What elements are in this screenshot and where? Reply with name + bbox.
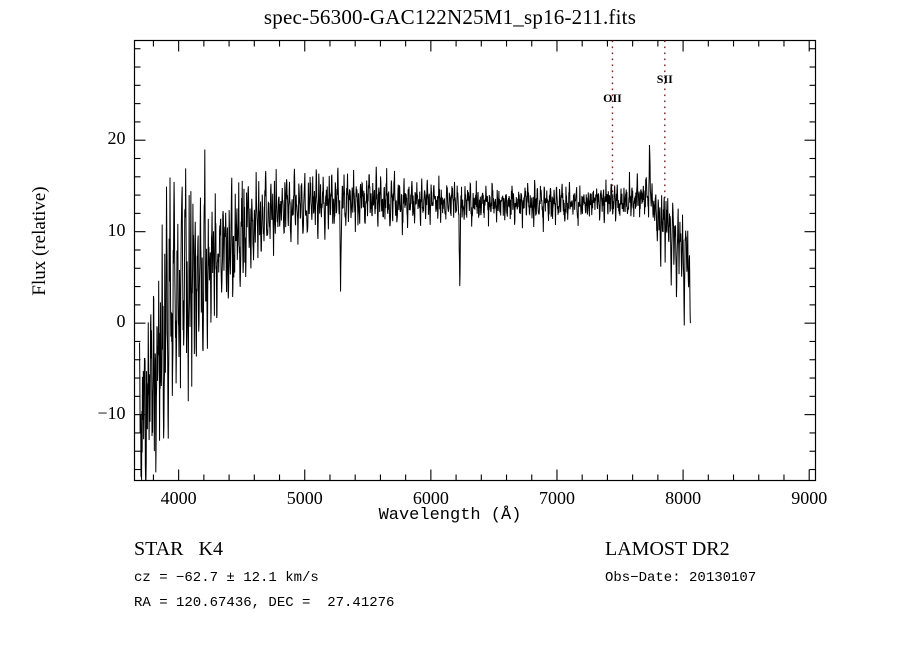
object-info-block: STAR K4 cz = −62.7 ± 12.1 km/s RA = 120.… — [134, 538, 394, 611]
y-tick-label: 0 — [116, 311, 126, 332]
y-tick-label: 20 — [107, 128, 126, 149]
spectrum-trace — [139, 145, 691, 481]
survey-info-block: LAMOST DR2 Obs−Date: 20130107 — [605, 538, 756, 586]
redshift-label: cz = −62.7 ± 12.1 km/s — [134, 570, 319, 586]
x-tick-label: 7000 — [538, 487, 575, 508]
survey-label: LAMOST DR2 — [605, 538, 730, 560]
plot-frame — [133, 39, 817, 482]
y-tick-label: 10 — [107, 219, 126, 240]
x-tick-label: 6000 — [412, 487, 449, 508]
y-axis-title: Flux (relative) — [29, 186, 50, 296]
object-class-label: STAR K4 — [134, 538, 223, 560]
axis-ticks — [134, 40, 816, 481]
emission-line-label: OII — [603, 91, 622, 106]
x-tick-label: 4000 — [160, 487, 197, 508]
y-tick-label: −10 — [97, 402, 126, 423]
x-axis-title: Wavelength (Å) — [378, 506, 522, 525]
emission-line-label: SII — [656, 71, 673, 86]
emission-line-markers — [611, 40, 666, 202]
x-tick-label: 5000 — [286, 487, 323, 508]
x-tick-label: 8000 — [665, 487, 702, 508]
page-title: spec-56300-GAC122N25M1_sp16-211.fits — [263, 5, 637, 29]
coordinates-label: RA = 120.67436, DEC = 27.41276 — [134, 595, 395, 611]
obs-date-label: Obs−Date: 20130107 — [605, 570, 757, 586]
x-tick-label: 9000 — [791, 487, 828, 508]
